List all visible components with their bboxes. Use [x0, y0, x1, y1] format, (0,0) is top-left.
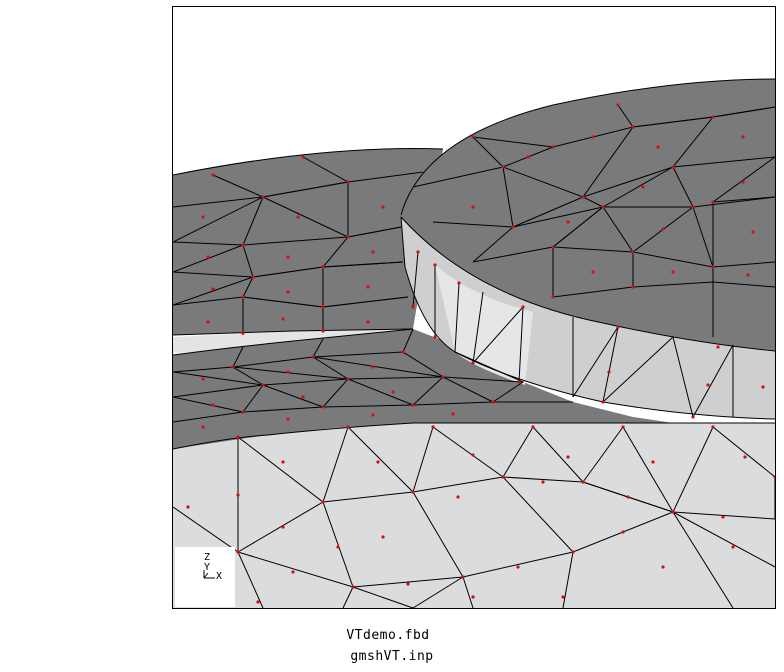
- upper-left-disk: [173, 148, 443, 335]
- axis-triad: Z Y X: [175, 547, 235, 607]
- axis-z-label: Z: [204, 552, 210, 563]
- axis-x-label: X: [216, 571, 222, 582]
- mesh-filename: gmshVT.inp: [350, 649, 434, 664]
- axis-y-label: Y: [204, 562, 210, 573]
- lower-light-plane: [173, 423, 775, 608]
- fe-mesh-view: Z Y X: [173, 78, 775, 608]
- mesh-nodes: [186, 103, 775, 604]
- 3d-viewport[interactable]: Z Y X: [172, 6, 776, 609]
- model-filename: VTdemo.fbd: [346, 628, 430, 643]
- cylinder-side-highlight: [435, 265, 533, 385]
- top-disk: [401, 79, 775, 351]
